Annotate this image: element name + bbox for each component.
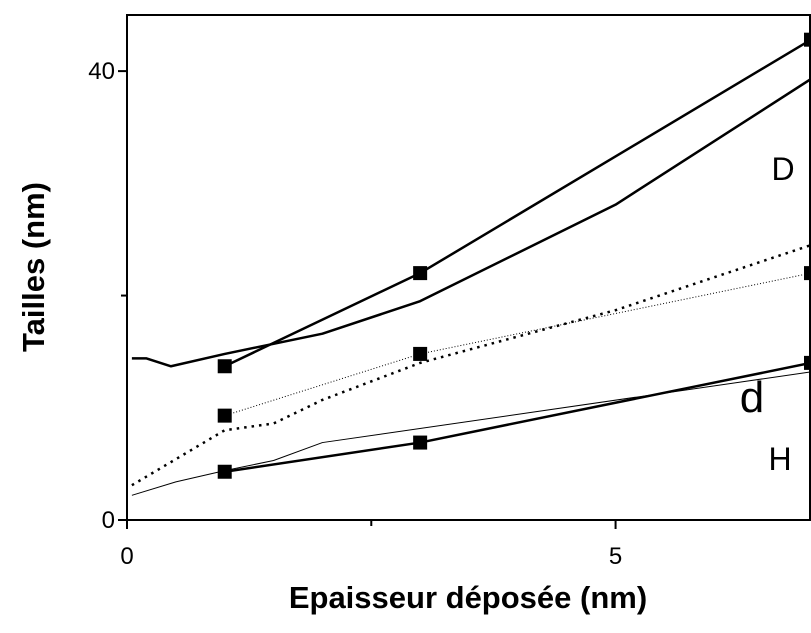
x-axis-label: Epaisseur déposée (nm) [289,580,647,615]
series-line [131,243,811,487]
annotation: D [771,151,794,187]
series-line [131,371,811,496]
series-line [224,361,811,473]
marker [217,359,232,374]
marker [804,266,811,281]
x-tick-label: 5 [609,543,622,570]
series-line [224,272,811,417]
marker [804,32,811,47]
marker [413,435,428,450]
y-tick-label: 40 [88,58,115,85]
y-axis-label: Tailles (nm) [16,182,51,352]
series-line [224,38,811,368]
marker [413,266,428,281]
marker [217,408,232,423]
plot-area [131,32,811,496]
marker [217,464,232,479]
y-tick-label: 0 [102,507,115,534]
x-tick-label: 0 [120,543,133,570]
series-line [131,77,811,368]
plot-frame [126,14,811,521]
annotation: d [740,373,764,422]
annotation: H [768,441,791,477]
marker [804,355,811,370]
marker [413,346,428,361]
